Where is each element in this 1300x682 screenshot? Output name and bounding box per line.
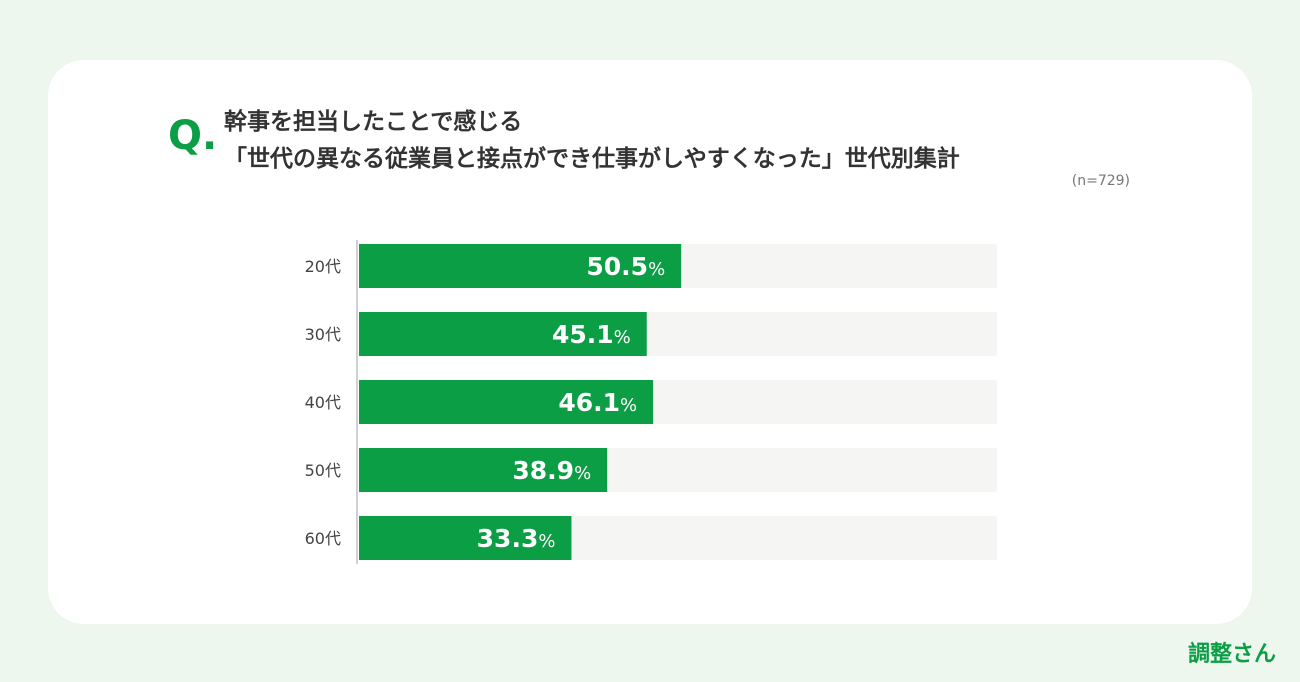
category-label: 50代 [305,461,341,480]
category-label: 20代 [305,257,341,276]
bar [359,380,654,424]
category-label: 60代 [305,529,341,548]
sample-size-label: (n=729) [1071,173,1130,189]
brand-logo: 調整さん [1187,642,1276,667]
bar [359,448,608,492]
bar [359,516,572,560]
value-label: 46.1% [558,388,637,417]
chart-title-line-1: 幹事を担当したことで感じる [224,109,523,135]
bar [359,244,682,288]
chart-title: 幹事を担当したことで感じる 「世代の異なる従業員と接点ができ仕事がしやすくなった… [224,104,960,178]
value-label: 33.3% [477,524,556,553]
category-label: 40代 [305,393,341,412]
bar [359,312,647,356]
value-label: 38.9% [512,456,591,485]
value-label: 45.1% [552,320,631,349]
value-label: 50.5% [586,252,665,281]
chart-title-line-2: 「世代の異なる従業員と接点ができ仕事がしやすくなった」世代別集計 [224,146,960,172]
category-label: 30代 [305,325,341,344]
question-mark: Q. [168,113,218,159]
